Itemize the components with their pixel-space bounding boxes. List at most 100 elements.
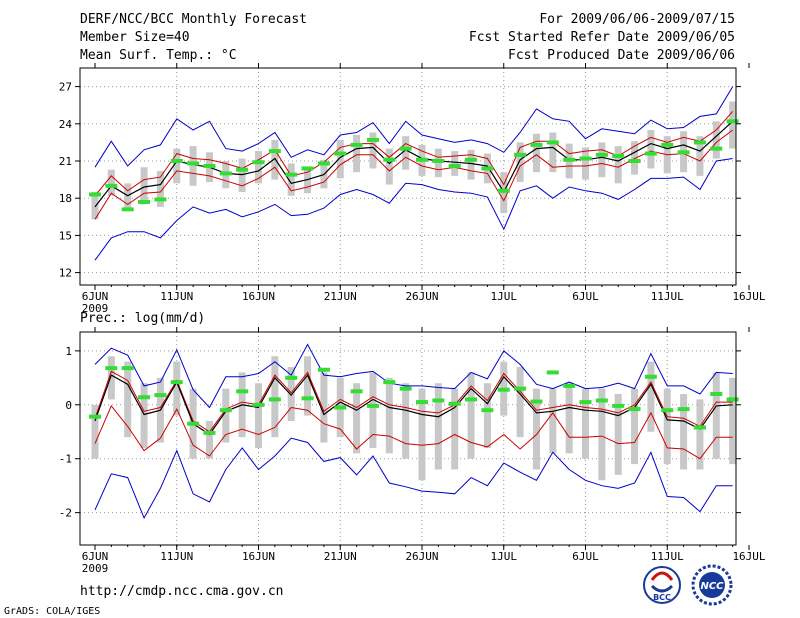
prec-observed-mark: [481, 408, 494, 413]
temp-ytick-label: 27: [59, 81, 72, 94]
prec-spread-box: [663, 388, 671, 465]
temp-observed-mark: [481, 166, 494, 171]
temp-spread-box: [91, 192, 99, 220]
prec-spread-box: [271, 356, 279, 438]
prec-observed-mark: [710, 392, 723, 397]
prec-spread-box: [402, 383, 410, 459]
temp-observed-mark: [595, 152, 608, 157]
prec-observed-mark: [334, 405, 347, 410]
prec-spread-box: [353, 383, 361, 454]
prec-observed-mark: [644, 374, 657, 379]
temp-observed-mark: [89, 192, 101, 197]
temp-max-line: [94, 158, 733, 261]
temp-year-label: 2009: [82, 302, 109, 315]
temp-ytick-label: 12: [59, 267, 72, 280]
temp-spread-box: [532, 133, 540, 173]
prec-observed-mark: [661, 408, 674, 413]
prec-spread-box: [140, 383, 148, 448]
temp-observed-mark: [252, 160, 265, 165]
temp-spread-box: [107, 169, 115, 196]
temp-lower-line: [94, 129, 734, 220]
temp-observed-mark: [563, 157, 576, 162]
temp-observed-mark: [432, 159, 445, 163]
temp-min-line: [94, 86, 734, 168]
prec-spread-box: [255, 383, 262, 448]
prec-observed-mark: [121, 366, 134, 371]
prec-spread-box: [385, 377, 393, 454]
temp-observed-mark: [236, 167, 249, 172]
footer-credit: GrADS: COLA/IGES: [4, 606, 100, 617]
prec-xtick-label: 21JUN: [324, 550, 357, 563]
temp-observed-mark: [334, 151, 347, 156]
temp-spread-box: [385, 148, 393, 185]
temp-spread-box: [173, 148, 181, 184]
prec-spread-box: [631, 388, 639, 465]
prec-spread-box: [287, 367, 295, 421]
temp-frame: [79, 67, 737, 286]
prec-observed-mark: [465, 397, 478, 402]
bcc-logo-swirl-blue: [650, 584, 674, 593]
prec-spread-box: [680, 394, 688, 470]
temp-spread-box: [287, 163, 295, 196]
prec-spread-box: [598, 388, 606, 481]
temp-observed-mark: [105, 183, 118, 188]
temp-xtick-label: 11JUN: [160, 290, 193, 303]
prec-observed-mark: [219, 408, 232, 413]
temp-spread-box: [402, 136, 410, 170]
temp-observed-mark: [546, 140, 559, 145]
temp-observed-mark: [399, 146, 412, 151]
prec-observed-mark: [693, 425, 706, 430]
prec-spread-box: [91, 404, 99, 459]
temp-spread-box: [516, 142, 524, 183]
temp-spread-box: [369, 132, 377, 169]
footer-url[interactable]: http://cmdp.ncc.cma.gov.cn: [80, 584, 284, 599]
prec-xtick-label: 11JUL: [651, 550, 684, 563]
prec-observed-mark: [187, 421, 200, 426]
temp-observed-mark: [154, 197, 167, 202]
temp-observed-mark: [121, 207, 134, 212]
temp-ytick-label: 18: [59, 192, 72, 205]
temp-spread-box: [467, 149, 475, 180]
prec-observed-mark: [154, 393, 167, 398]
prec-observed-mark: [170, 380, 183, 385]
temp-observed-mark: [219, 171, 232, 176]
temp-observed-mark: [693, 140, 706, 145]
prec-spread-box: [532, 388, 540, 470]
prec-max-line: [94, 343, 733, 409]
temp-observed-mark: [514, 152, 527, 157]
temp-observed-mark: [497, 188, 510, 193]
header-started: Fcst Started Refer Date 2009/06/05: [469, 30, 735, 45]
prec-frame: [79, 331, 737, 546]
temp-spread-box: [238, 158, 246, 192]
temp-spread-box: [696, 136, 704, 176]
prec-spread-box: [320, 372, 328, 443]
prec-observed-mark: [546, 370, 559, 375]
temp-observed-mark: [612, 154, 625, 159]
temp-observed-mark: [416, 157, 428, 162]
header-period: For 2009/06/06-2009/07/15: [539, 12, 735, 27]
prec-spread-box: [516, 367, 524, 438]
temp-spread-box: [255, 151, 262, 184]
prec-observed-mark: [268, 397, 281, 402]
bcc-logo-ring: [643, 566, 681, 604]
prec-observed-mark: [628, 407, 641, 412]
prec-observed-mark: [416, 400, 428, 405]
temp-observed-mark: [677, 150, 690, 155]
temp-spread-box: [353, 134, 361, 173]
prec-observed-mark: [530, 399, 543, 404]
prec-observed-mark: [514, 386, 527, 391]
prec-spread-box: [369, 372, 377, 448]
temp-observed-mark: [530, 142, 543, 147]
prec-observed-mark: [726, 397, 739, 402]
temp-observed-mark: [383, 157, 396, 162]
prec-ytick-label: -1: [59, 453, 72, 466]
temperature-panel: 12 15 18 21 24 27 6JUN 11JUN 16JUN 21JUN 26JUN 1JUL…: [59, 63, 766, 315]
prec-spread-box: [205, 420, 213, 459]
prec-spread-box: [124, 361, 132, 438]
temp-xtick-label: 1JUL: [491, 290, 518, 303]
prec-xtick-label: 1JUL: [491, 550, 518, 563]
temp-spread-box: [631, 141, 639, 175]
ncc-logo: NCC: [691, 564, 733, 606]
header-members: Member Size=40: [80, 30, 190, 45]
temp-spread-box: [336, 139, 344, 179]
